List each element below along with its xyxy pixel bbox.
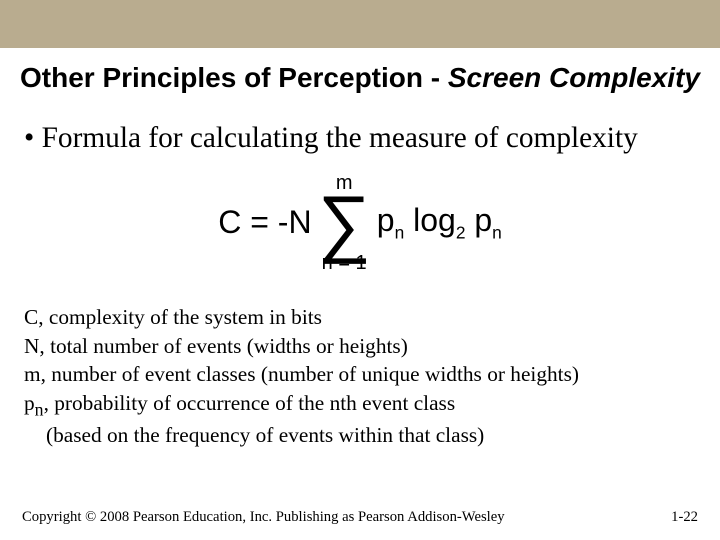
def-pn-rest: , probability of occurrence of the nth e…	[44, 391, 456, 415]
def-c: C, complexity of the system in bits	[24, 303, 700, 332]
sigma-icon: m ∑ n = 1	[318, 173, 371, 273]
top-accent-bar	[0, 0, 720, 48]
rhs-p1: p	[377, 202, 395, 238]
bullet-marker: •	[24, 122, 34, 154]
def-n: N, total number of events (widths or hei…	[24, 332, 700, 361]
sigma-glyph: ∑	[318, 193, 371, 253]
def-pn-note: (based on the frequency of events within…	[24, 421, 700, 450]
title-italic: Screen Complexity	[448, 62, 700, 93]
sigma-bottom: n = 1	[322, 253, 367, 273]
page-number: 1-22	[671, 509, 698, 526]
formula: C = -N m ∑ n = 1 pn log2 pn	[0, 155, 720, 281]
bullet-line: • Formula for calculating the measure of…	[0, 94, 720, 155]
definitions: C, complexity of the system in bits N, t…	[0, 281, 720, 450]
rhs-p2: p	[474, 202, 492, 238]
slide-title: Other Principles of Perception - Screen …	[0, 48, 720, 94]
formula-rhs: pn log2 pn	[377, 202, 502, 243]
footer: Copyright © 2008 Pearson Education, Inc.…	[0, 509, 720, 526]
copyright-text: Copyright © 2008 Pearson Education, Inc.…	[22, 509, 505, 526]
def-pn: pn, probability of occurrence of the nth…	[24, 389, 700, 421]
rhs-log: log	[413, 202, 456, 238]
formula-lhs: C = -N	[218, 204, 311, 241]
def-pn-prefix: p	[24, 391, 35, 415]
rhs-p1-sub: n	[395, 223, 405, 243]
title-prefix: Other Principles of Perception -	[20, 62, 448, 93]
rhs-log-sub: 2	[456, 223, 466, 243]
rhs-p2-sub: n	[492, 223, 502, 243]
bullet-text: Formula for calculating the measure of c…	[42, 122, 638, 154]
def-pn-sub: n	[35, 399, 44, 419]
def-m: m, number of event classes (number of un…	[24, 360, 700, 389]
